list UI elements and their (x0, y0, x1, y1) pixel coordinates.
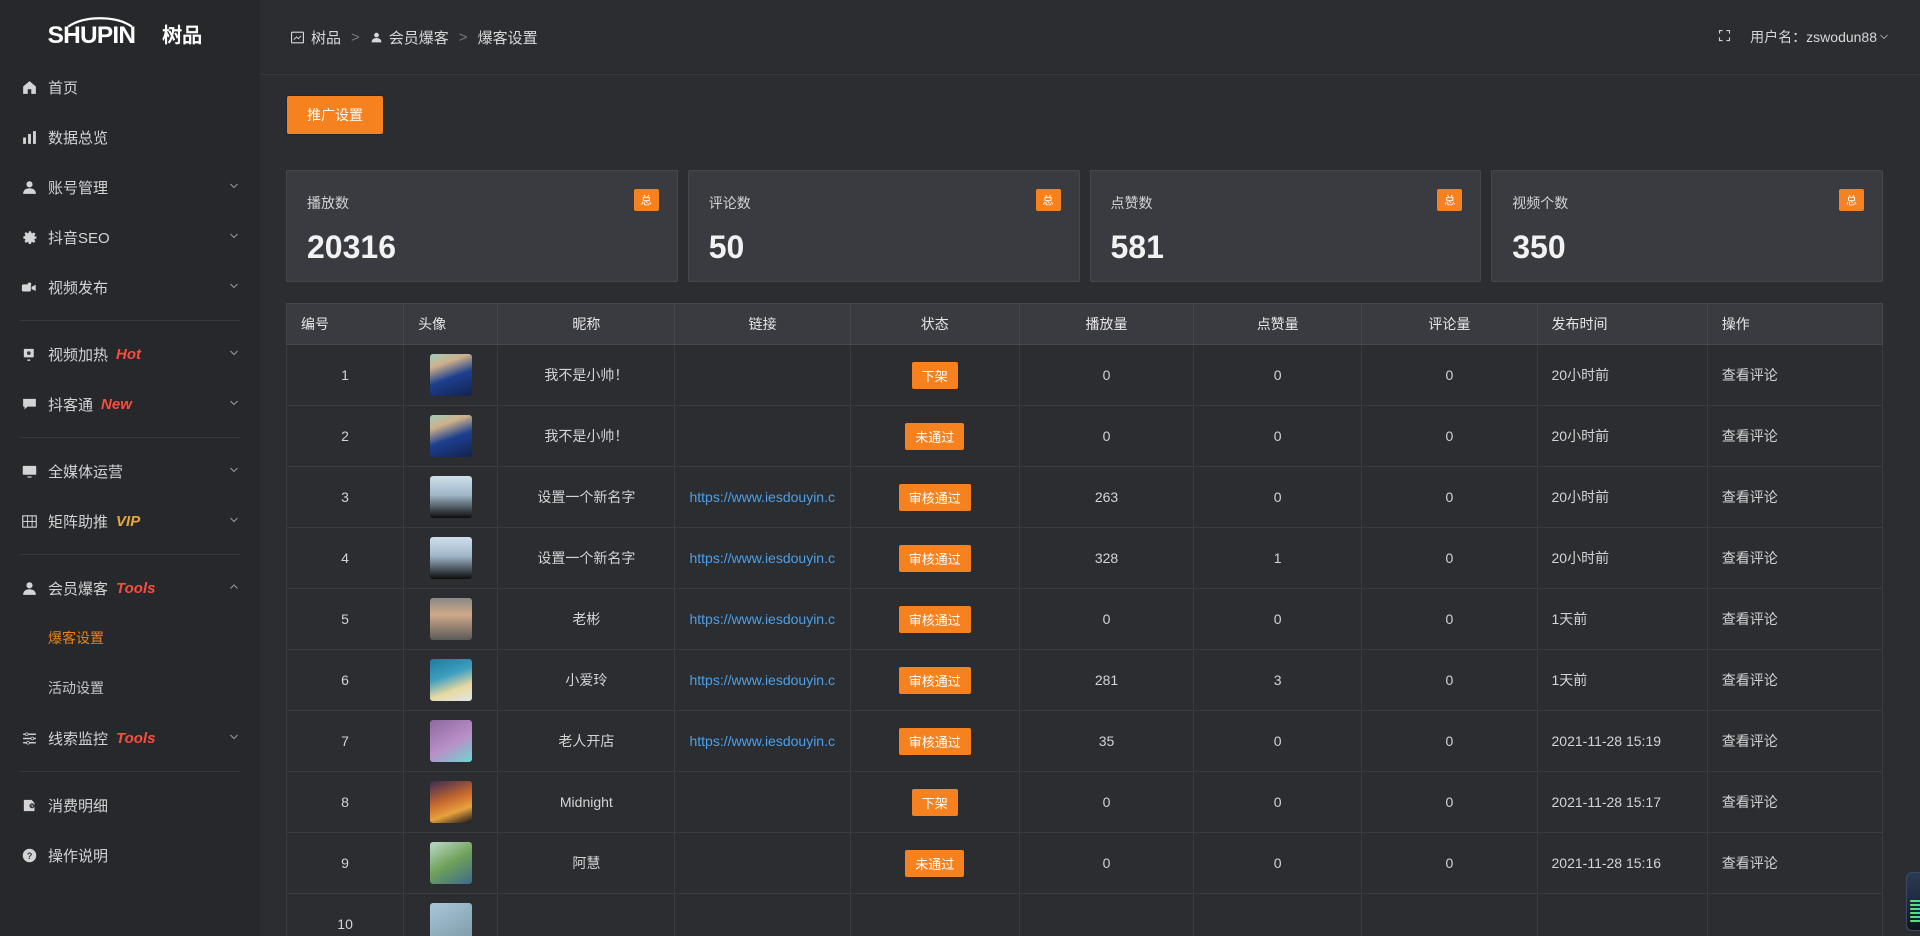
svg-text:?: ? (26, 850, 32, 860)
svg-text:SHUPIN: SHUPIN (48, 22, 136, 48)
svg-text:树品: 树品 (162, 24, 202, 47)
